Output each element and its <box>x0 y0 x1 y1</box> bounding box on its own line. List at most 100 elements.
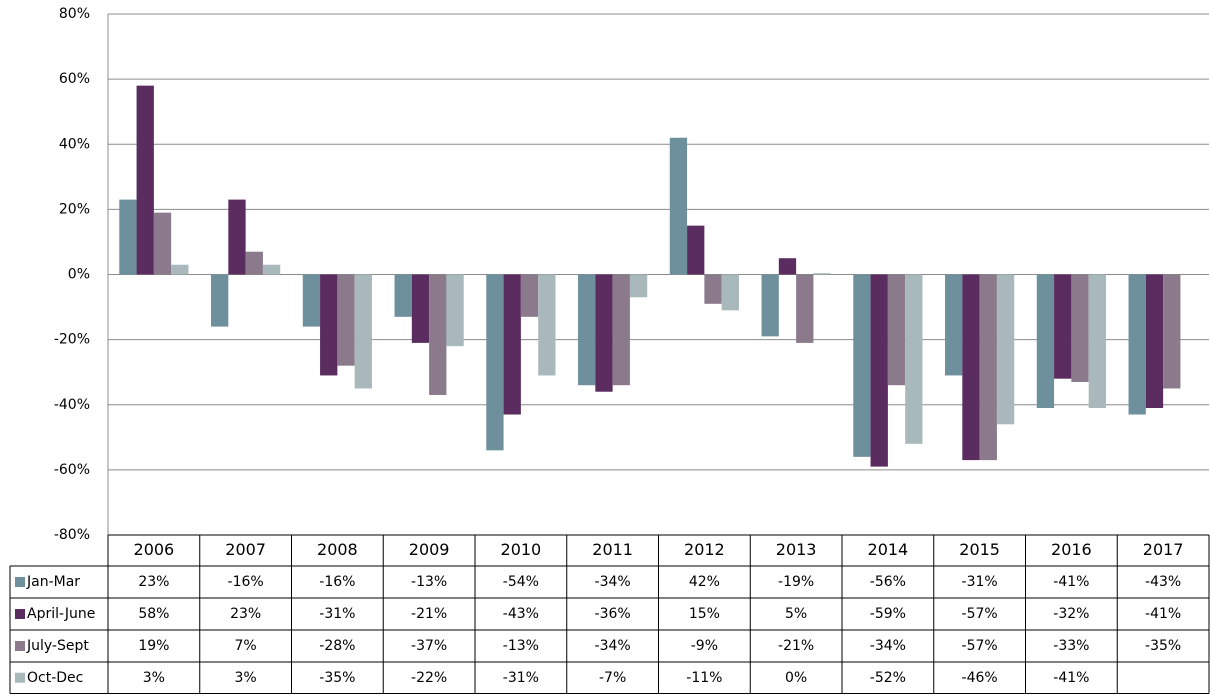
table-value: -59% <box>870 606 906 622</box>
table-value: -57% <box>962 606 998 622</box>
bar <box>228 199 246 275</box>
bar <box>245 251 263 275</box>
x-tick-label: 2011 <box>592 540 633 559</box>
y-tick-label: 20% <box>59 201 90 217</box>
bar <box>119 199 137 275</box>
table-value: -34% <box>870 638 906 654</box>
bar <box>721 274 739 311</box>
table-value: -16% <box>228 574 264 590</box>
bar <box>302 274 321 327</box>
bar <box>411 274 430 343</box>
bar <box>171 264 189 275</box>
table-value: -31% <box>319 606 355 622</box>
y-tick-label: -60% <box>54 462 90 478</box>
bar <box>761 274 779 337</box>
bar <box>870 274 888 467</box>
x-tick-label: 2010 <box>501 540 542 559</box>
y-tick-label: -80% <box>54 527 90 543</box>
bar <box>945 274 963 376</box>
table-value: -41% <box>1145 606 1181 622</box>
bar <box>813 273 831 275</box>
legend-swatch <box>15 609 25 619</box>
table-value: -41% <box>1053 574 1089 590</box>
bar <box>1036 274 1055 409</box>
x-tick-label: 2016 <box>1051 540 1092 559</box>
bar <box>1071 274 1089 382</box>
legend-label: July-Sept <box>26 638 89 654</box>
bar <box>538 274 556 376</box>
table-value: -31% <box>962 574 998 590</box>
table-value: 19% <box>138 638 169 654</box>
table-value: 3% <box>143 670 165 686</box>
bar <box>354 274 372 389</box>
bar <box>1163 274 1181 389</box>
bar <box>1145 274 1164 409</box>
bar <box>996 274 1015 425</box>
x-tick-label: 2009 <box>409 540 450 559</box>
x-tick-label: 2017 <box>1143 540 1184 559</box>
x-tick-label: 2013 <box>776 540 817 559</box>
table-value: -19% <box>778 574 814 590</box>
table-value: 23% <box>230 606 261 622</box>
bar <box>486 274 504 451</box>
x-tick-label: 2006 <box>134 540 175 559</box>
table-value: 15% <box>689 606 720 622</box>
table-value: -46% <box>962 670 998 686</box>
bar <box>853 274 871 457</box>
table-value: -13% <box>503 638 539 654</box>
y-tick-label: 80% <box>59 6 90 22</box>
table-value: 23% <box>138 574 169 590</box>
table-value: -7% <box>599 670 626 686</box>
x-tick-label: 2008 <box>317 540 358 559</box>
x-tick-label: 2007 <box>225 540 266 559</box>
legend-swatch <box>15 672 25 683</box>
table-value: -34% <box>595 638 631 654</box>
table-value: -56% <box>870 574 906 590</box>
table-value: 0% <box>785 670 807 686</box>
bar <box>520 274 539 317</box>
bar <box>320 274 338 376</box>
legend-label: April-June <box>27 606 95 622</box>
bar <box>578 274 596 386</box>
bar <box>629 274 648 298</box>
table-value: -21% <box>778 638 814 654</box>
table-value: 58% <box>138 606 169 622</box>
bar <box>446 274 464 347</box>
bar <box>153 212 172 275</box>
bar <box>905 274 923 444</box>
bar <box>979 274 997 461</box>
table-value: -54% <box>503 574 539 590</box>
table-value: -31% <box>503 670 539 686</box>
x-tick-label: 2012 <box>684 540 725 559</box>
bar <box>687 225 705 275</box>
table-value: 3% <box>235 670 257 686</box>
table-value: -34% <box>595 574 631 590</box>
table-value: -21% <box>411 606 447 622</box>
table-value: -37% <box>411 638 447 654</box>
legend-label: Jan-Mar <box>26 574 80 590</box>
table-value: -43% <box>1145 574 1181 590</box>
bar <box>394 274 412 317</box>
bar <box>595 274 613 392</box>
bar <box>612 274 630 386</box>
bar <box>704 274 722 304</box>
bar <box>1054 274 1072 379</box>
y-tick-label: 60% <box>59 71 90 87</box>
table-value: 7% <box>235 638 257 654</box>
table-value: -9% <box>691 638 718 654</box>
table-value: -13% <box>411 574 447 590</box>
table-value: -41% <box>1053 670 1089 686</box>
bar <box>1088 274 1106 409</box>
legend-swatch <box>15 641 25 651</box>
bar <box>211 274 229 327</box>
x-tick-label: 2015 <box>959 540 1000 559</box>
bar <box>669 137 688 275</box>
table-value: -57% <box>962 638 998 654</box>
bar <box>887 274 906 386</box>
y-tick-label: 0% <box>68 267 90 283</box>
y-tick-label: -20% <box>54 332 90 348</box>
bar <box>962 274 980 461</box>
table-value: -11% <box>686 670 722 686</box>
y-tick-label: 40% <box>59 136 90 152</box>
